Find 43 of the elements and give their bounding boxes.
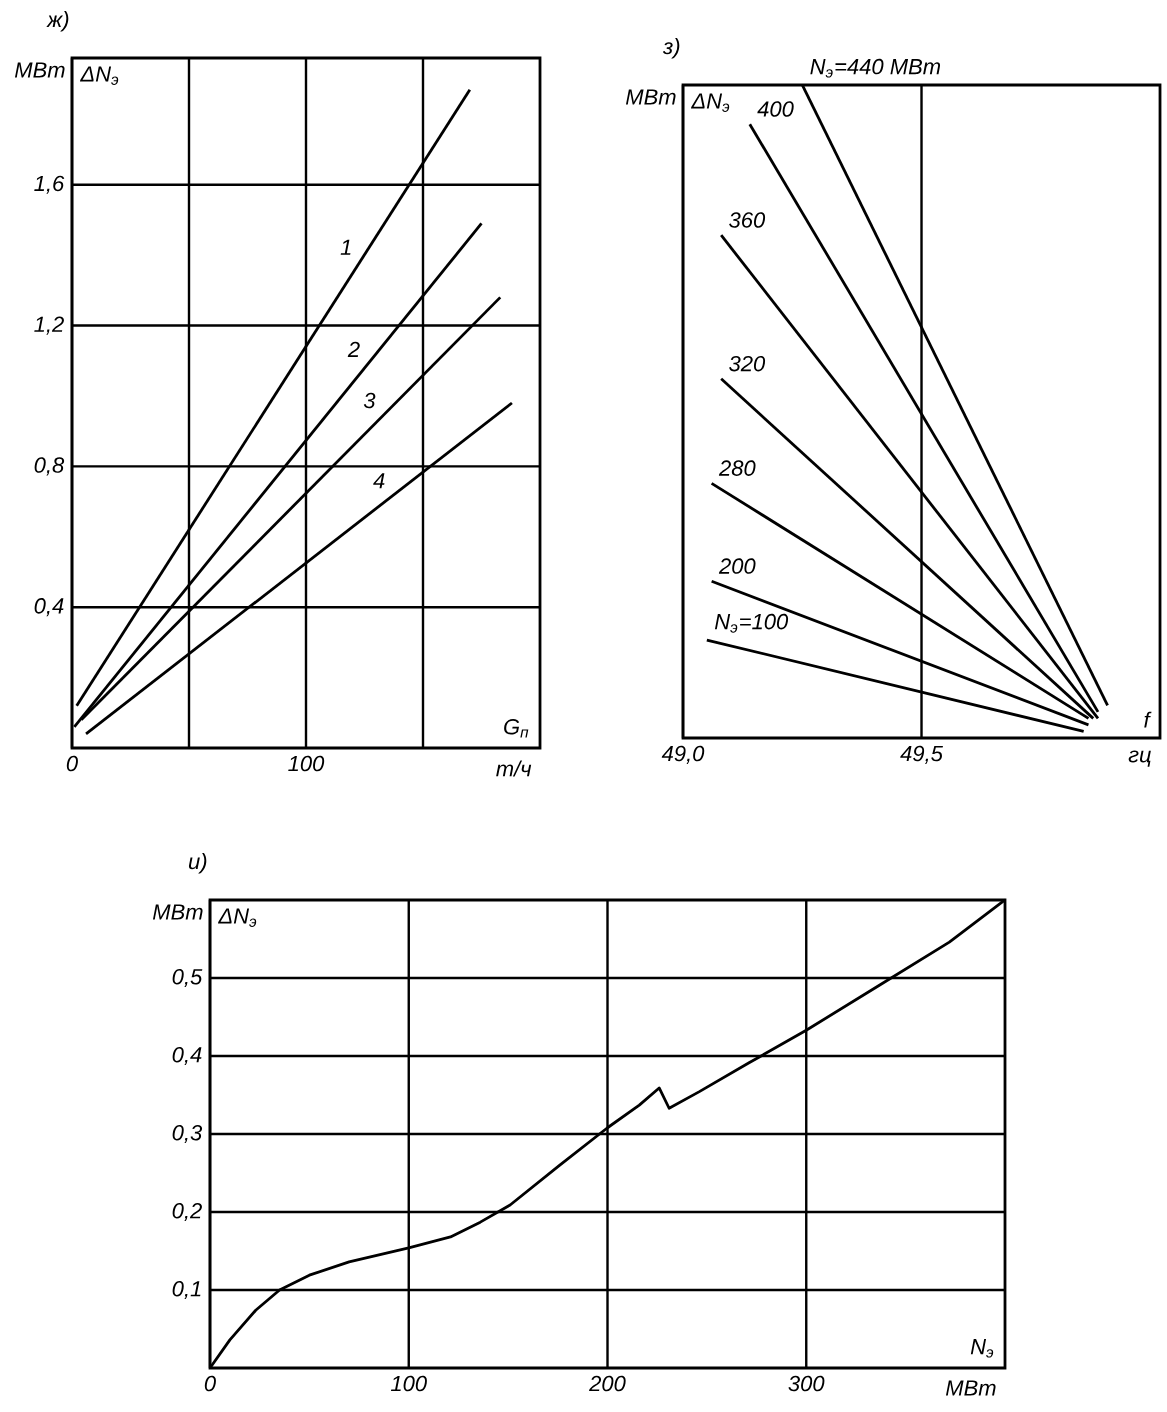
y-tick-label: 0,8 xyxy=(34,457,65,476)
chart-title: ж) xyxy=(46,11,69,32)
series-label: 200 xyxy=(718,558,756,574)
series-label: N$_{э}$=440 МВт xyxy=(810,58,941,78)
series-label: N$_{э}$=100 xyxy=(714,613,789,633)
y-tick-label: 0,3 xyxy=(172,1124,203,1144)
x-tick-label: 49,5 xyxy=(900,745,943,764)
y-axis-title: ΔN$_{э}$ xyxy=(690,93,730,112)
text: т/ч xyxy=(496,760,532,777)
y-tick-label: 1,6 xyxy=(34,175,65,194)
x-tick-label: 100 xyxy=(288,755,325,772)
y-tick-label: 0,5 xyxy=(172,968,203,988)
series-label: 320 xyxy=(729,355,766,372)
text: МВт xyxy=(945,1380,996,1396)
text: гц xyxy=(1128,750,1151,767)
series-label: 400 xyxy=(757,101,794,117)
x-tick-label: 49,0 xyxy=(661,745,705,764)
x-axis-title: f xyxy=(1144,711,1152,728)
series-label: 2 xyxy=(347,341,360,357)
y-axis-title: ΔN$_{э}$ xyxy=(79,66,119,85)
series-label: 4 xyxy=(373,473,385,489)
text: МВт xyxy=(14,62,65,78)
x-axis-title: N$_{э}$ xyxy=(970,1339,994,1358)
y-tick-label: 0,4 xyxy=(34,598,64,617)
text: МВт xyxy=(152,904,203,920)
x-tick-label: 0 xyxy=(204,1375,216,1392)
text: МВт xyxy=(625,89,676,105)
y-tick-label: 0,1 xyxy=(172,1280,201,1300)
chart-title: и) xyxy=(188,853,207,874)
series-label: 1 xyxy=(340,239,351,255)
chart-title: з) xyxy=(662,38,680,59)
x-tick-label: 300 xyxy=(788,1375,825,1392)
series-label: 280 xyxy=(718,460,756,476)
y-tick-label: 0,2 xyxy=(172,1202,202,1222)
y-axis-title: ΔN$_{э}$ xyxy=(217,908,257,927)
series-label: 360 xyxy=(729,212,766,228)
x-tick-label: 100 xyxy=(390,1375,427,1392)
series-label: 3 xyxy=(363,392,376,409)
x-tick-label: 200 xyxy=(589,1375,626,1392)
x-tick-label: 0 xyxy=(66,755,78,772)
x-axis-title: G$_{п}$ xyxy=(504,718,529,738)
y-tick-label: 0,4 xyxy=(172,1046,202,1066)
y-tick-label: 1,2 xyxy=(34,316,64,335)
